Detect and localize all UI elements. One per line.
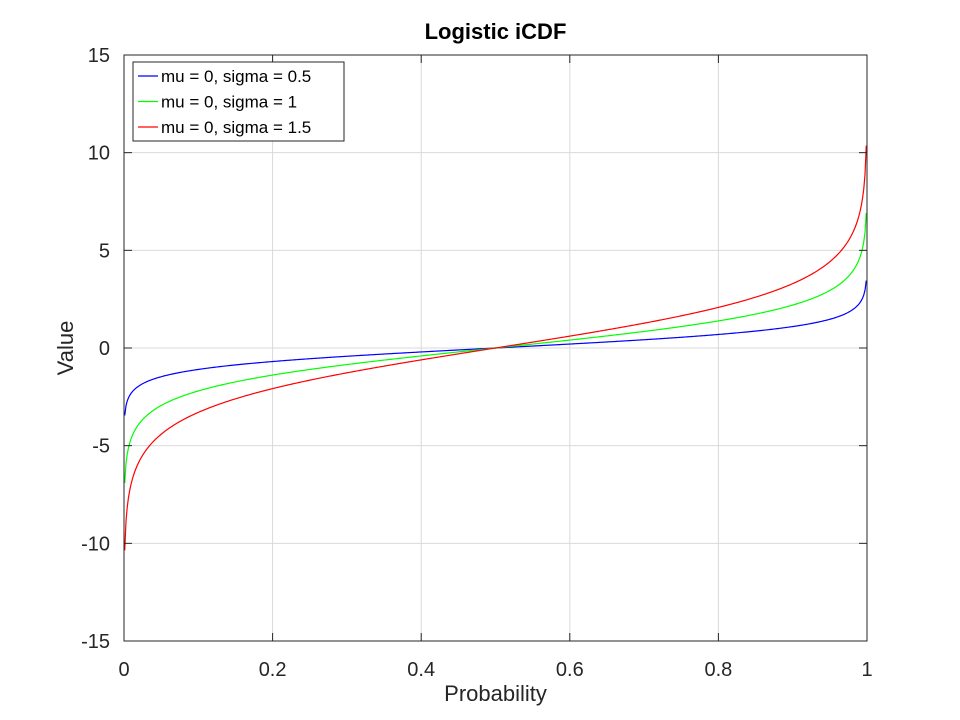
x-tick-label: 0 [118,659,129,681]
y-tick-label: 0 [99,338,110,360]
legend-label: mu = 0, sigma = 0.5 [161,67,311,86]
legend-box [132,61,345,142]
y-tick-label: 10 [88,143,110,165]
legend: mu = 0, sigma = 0.5 mu = 0, sigma = 1 mu =… [132,61,345,142]
x-axis-label: Probability [444,681,547,706]
y-tick-label: -10 [81,533,110,555]
x-tick-label: 0.4 [407,659,435,681]
chart-title: Logistic iCDF [425,19,567,44]
series-line-2 [124,145,867,551]
x-tick-label: 0.8 [704,659,732,681]
x-tick-label: 1 [861,659,872,681]
y-tick-label: 15 [88,45,110,67]
legend-label: mu = 0, sigma = 1 [161,93,297,112]
y-axis-label: Value [53,321,78,376]
y-tick-label: 5 [99,240,110,262]
plot-lines [124,145,867,551]
y-tick-label: -15 [81,631,110,653]
axis-ticks: 0 0.2 0.4 0.6 0.8 1 -15 -10 -5 0 5 10 15 [81,45,872,681]
x-tick-label: 0.6 [556,659,584,681]
y-tick-label: -5 [92,436,110,458]
legend-label: mu = 0, sigma = 1.5 [161,118,311,137]
x-tick-label: 0.2 [259,659,287,681]
